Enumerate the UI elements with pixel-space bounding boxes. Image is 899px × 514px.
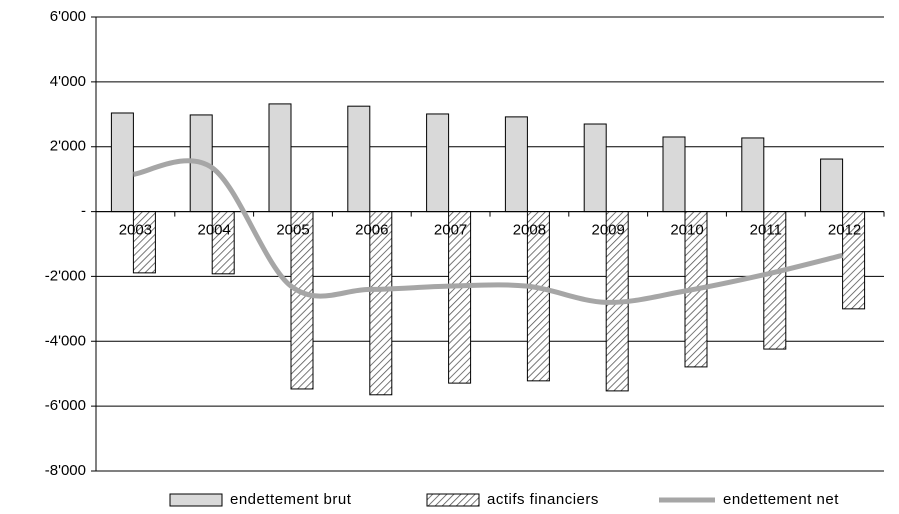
legend-swatch <box>426 493 480 507</box>
x-tick-label: 2009 <box>592 222 625 239</box>
bar <box>426 113 450 213</box>
bar <box>583 123 607 213</box>
line <box>132 158 844 305</box>
bar <box>662 136 686 213</box>
x-tick-label: 2008 <box>513 222 546 239</box>
legend-swatch <box>169 493 223 507</box>
y-tick-label: 6'000 <box>50 8 86 25</box>
bar <box>820 158 844 213</box>
legend-label: endettement net <box>723 491 839 508</box>
x-tick-label: 2004 <box>198 222 231 239</box>
y-tick-label: 4'000 <box>50 73 86 90</box>
y-tick-label: -8'000 <box>45 462 86 479</box>
y-tick-label: 2'000 <box>50 138 86 155</box>
x-tick-label: 2012 <box>828 222 861 239</box>
y-tick-label: -4'000 <box>45 332 86 349</box>
bar <box>741 137 765 213</box>
x-tick-label: 2006 <box>355 222 388 239</box>
x-tick-label: 2007 <box>434 222 467 239</box>
bar <box>268 103 292 213</box>
bar <box>504 116 528 213</box>
x-tick-label: 2003 <box>119 222 152 239</box>
bar <box>369 211 393 396</box>
legend-label: actifs financiers <box>487 491 599 508</box>
x-tick-label: 2011 <box>750 222 782 239</box>
y-tick-label: - <box>81 203 86 220</box>
x-tick-label: 2005 <box>276 222 309 239</box>
bar <box>347 105 371 213</box>
x-tick-label: 2010 <box>670 222 703 239</box>
legend-label: endettement brut <box>230 491 352 508</box>
y-tick-label: -6'000 <box>45 397 86 414</box>
bar <box>110 112 134 213</box>
y-tick-label: -2'000 <box>45 267 86 284</box>
